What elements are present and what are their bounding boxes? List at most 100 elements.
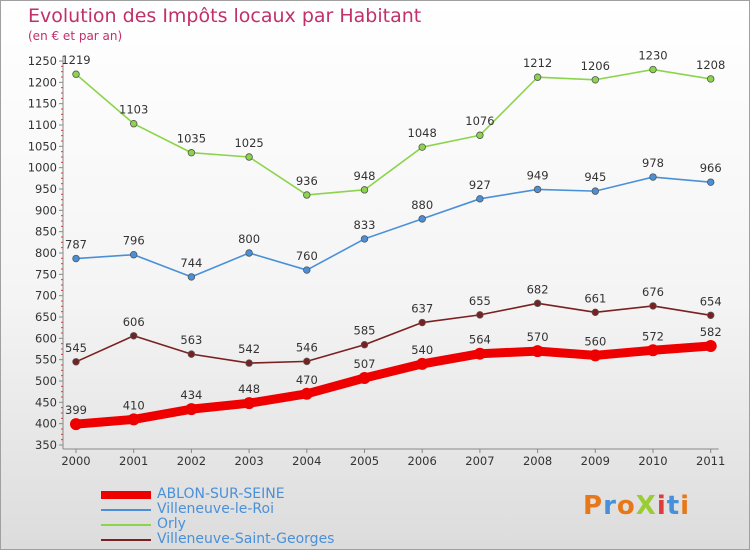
data-label: 1230 [638, 49, 667, 63]
data-label: 542 [238, 342, 260, 356]
y-tick-label: 350 [35, 438, 57, 452]
data-label: 560 [584, 334, 606, 348]
legend-label: Villeneuve-le-Roi [157, 501, 274, 517]
data-point [303, 266, 311, 274]
data-label: 585 [354, 324, 376, 338]
data-point [591, 187, 599, 195]
data-label: 833 [354, 218, 376, 232]
data-point [533, 73, 542, 81]
data-label: 1212 [523, 56, 552, 70]
series-line [71, 341, 716, 429]
data-point [358, 372, 371, 385]
y-tick-label: 550 [35, 353, 57, 367]
x-tick-label: 2007 [465, 454, 494, 468]
data-point [591, 308, 599, 317]
data-point [129, 332, 138, 340]
data-label: 637 [411, 302, 433, 316]
y-tick-label: 900 [35, 203, 57, 217]
logo-letter: X [635, 491, 657, 521]
y-tick-label: 600 [35, 331, 57, 345]
logo-letter: r [603, 491, 617, 521]
data-point [185, 403, 198, 416]
series-line [75, 68, 712, 196]
data-label: 796 [123, 234, 145, 248]
y-tick-label: 750 [35, 267, 57, 281]
data-label: 1035 [177, 132, 206, 146]
data-label: 945 [584, 170, 606, 184]
y-tick-label: 950 [35, 182, 57, 196]
data-point [649, 173, 657, 181]
data-label: 800 [238, 232, 260, 246]
y-tick-label: 1200 [28, 75, 57, 89]
legend-item: ABLON-SUR-SEINE [101, 487, 401, 502]
legend-label: Orly [157, 516, 186, 532]
data-point [245, 359, 253, 367]
data-label: 546 [296, 340, 318, 354]
data-label: 676 [642, 285, 664, 299]
data-point [245, 153, 253, 161]
x-tick-label: 2011 [696, 454, 725, 468]
data-label: 448 [238, 382, 260, 396]
y-tick-label: 1100 [28, 118, 57, 132]
data-label: 540 [411, 343, 433, 357]
data-label: 1206 [581, 59, 610, 73]
data-label: 1219 [61, 53, 90, 67]
data-point [303, 357, 311, 366]
y-tick-label: 1150 [28, 97, 57, 111]
data-point [589, 349, 602, 362]
data-label: 1103 [119, 103, 148, 117]
data-label: 410 [123, 398, 145, 412]
y-tick-label: 1250 [28, 54, 57, 68]
y-tick-label: 1000 [28, 161, 57, 175]
data-point [72, 358, 80, 366]
data-point [243, 397, 256, 410]
proxiti-logo: ProXiti [583, 491, 690, 521]
data-point [245, 249, 253, 257]
data-label: 470 [296, 373, 318, 387]
data-point [533, 299, 542, 308]
data-label: 654 [700, 294, 722, 308]
x-tick-label: 2003 [234, 454, 263, 468]
legend-swatch [101, 490, 151, 499]
data-label: 661 [584, 291, 606, 305]
x-tick-label: 2005 [350, 454, 379, 468]
data-point [591, 76, 599, 84]
data-point [187, 350, 196, 358]
x-tick-label: 2010 [638, 454, 667, 468]
data-label: 564 [469, 333, 491, 347]
x-tick-label: 2002 [177, 454, 206, 468]
y-tick-label: 700 [35, 289, 57, 303]
data-label: 507 [354, 357, 376, 371]
data-label: 1048 [408, 126, 437, 140]
data-point [72, 254, 80, 263]
data-point [476, 311, 484, 319]
data-point [360, 341, 369, 349]
data-point [303, 191, 311, 199]
legend-label: Villeneuve-Saint-Georges [157, 531, 335, 547]
data-label: 949 [527, 168, 549, 182]
data-point [300, 387, 313, 400]
data-point [187, 149, 196, 157]
data-label: 787 [65, 238, 87, 252]
data-point [127, 413, 140, 426]
data-label: 682 [527, 282, 549, 296]
data-point [360, 186, 369, 194]
data-point [418, 215, 426, 223]
legend-item: Villeneuve-le-Roi [101, 502, 401, 517]
series-line [75, 302, 712, 364]
data-point [360, 235, 369, 243]
data-label: 978 [642, 156, 664, 170]
x-tick-label: 2008 [523, 454, 552, 468]
y-tick-label: 650 [35, 310, 57, 324]
data-point [473, 347, 486, 360]
data-point [129, 251, 138, 259]
data-label: 1208 [696, 58, 725, 72]
data-point [647, 344, 659, 357]
x-tick-label: 2001 [119, 454, 148, 468]
logo-letter: P [583, 491, 604, 521]
data-label: 399 [65, 403, 87, 417]
chart-subtitle: (en € et par an) [28, 29, 123, 43]
chart-title: Evolution des Impôts locaux par Habitant [28, 5, 422, 27]
data-label: 655 [469, 294, 491, 308]
data-label: 572 [642, 329, 664, 343]
